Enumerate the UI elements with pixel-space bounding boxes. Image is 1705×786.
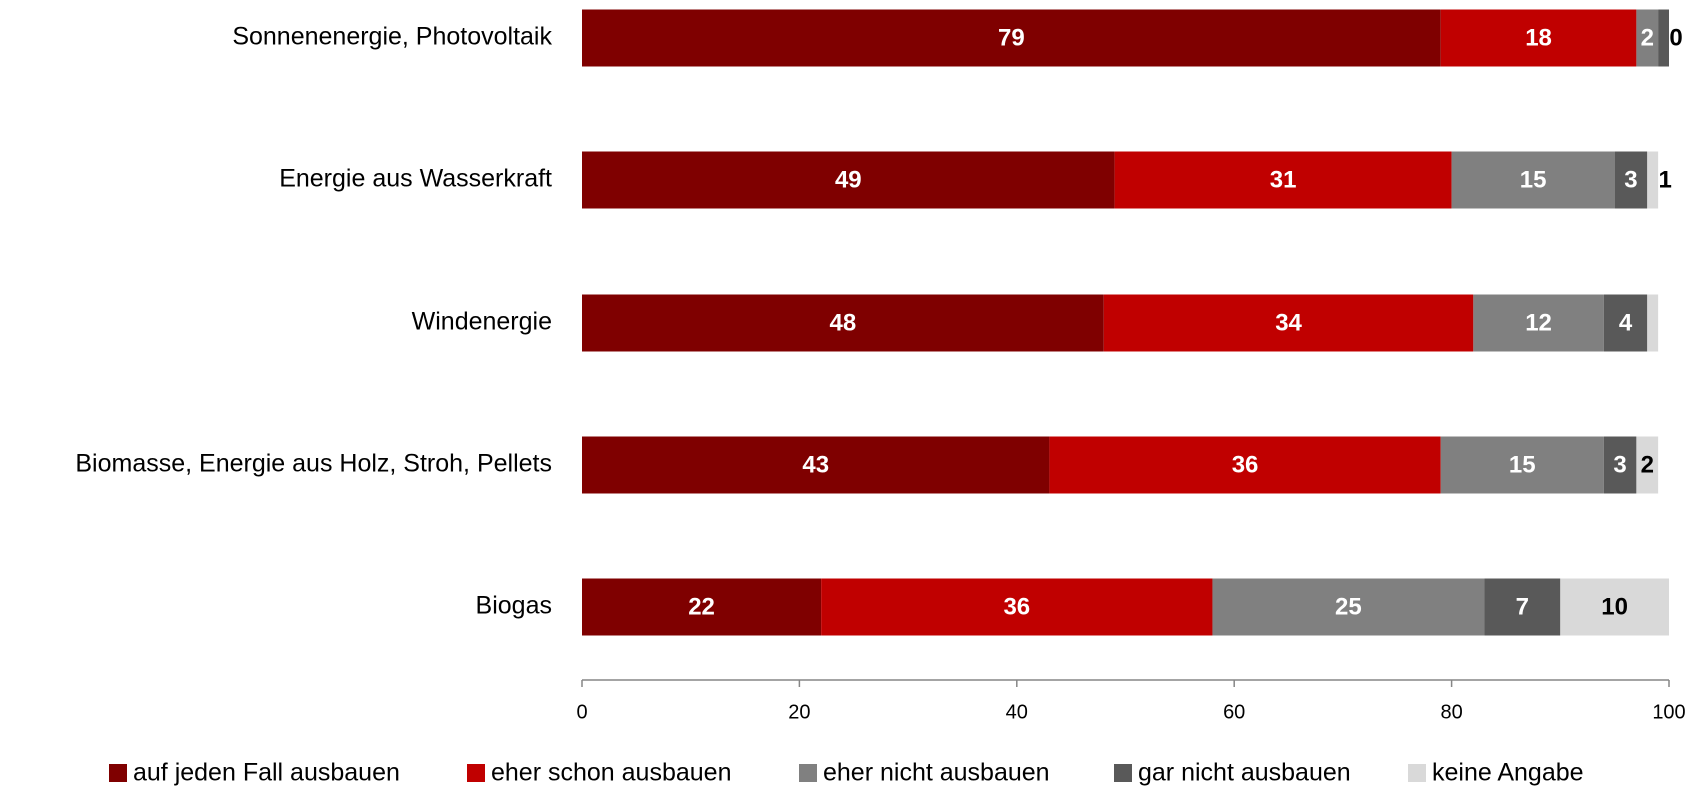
bar-segment (1484, 578, 1561, 636)
value-label: 4 (1619, 309, 1633, 336)
value-label: 0 (1669, 24, 1682, 51)
bar-segment (1560, 578, 1669, 636)
bar-segment (821, 578, 1213, 636)
legend-swatch (799, 764, 817, 782)
legend-swatch (1408, 764, 1426, 782)
value-label: 2 (1641, 451, 1654, 478)
bar-segment (582, 294, 1104, 352)
bar-segment (1658, 9, 1669, 67)
bar-segment (1614, 151, 1648, 209)
value-label: 3 (1613, 451, 1626, 478)
legend-label: gar nicht ausbauen (1138, 759, 1351, 786)
category-label: Windenergie (412, 308, 552, 336)
bar-segment (1451, 151, 1615, 209)
value-label: 2 (1641, 24, 1654, 51)
bar-segment (582, 436, 1050, 494)
legend-label: keine Angabe (1432, 759, 1584, 786)
value-label: 1 (1669, 24, 1682, 51)
legend-label: eher schon ausbauen (491, 759, 731, 786)
value-label: 12 (1525, 309, 1552, 336)
category-label: Biomasse, Energie aus Holz, Stroh, Pelle… (75, 450, 552, 478)
x-tick-label: 40 (1006, 701, 1028, 723)
bar-segment (1603, 436, 1637, 494)
legend-swatch (1114, 764, 1132, 782)
bar-segment (1103, 294, 1474, 352)
bar-segment (1212, 578, 1485, 636)
category-label: Sonnenenergie, Photovoltaik (232, 23, 552, 51)
value-label: 18 (1525, 24, 1552, 51)
bar-segment (1647, 151, 1659, 209)
value-label: 1 (1658, 166, 1671, 193)
bar-segment (1603, 294, 1648, 352)
x-tick-label: 20 (788, 701, 810, 723)
bar-segment (1636, 436, 1659, 494)
legend-swatch (109, 764, 127, 782)
value-label: 25 (1335, 593, 1362, 620)
legend-swatch (467, 764, 485, 782)
value-label: 43 (802, 451, 829, 478)
value-label: 15 (1509, 451, 1536, 478)
bar-segment (582, 151, 1115, 209)
value-label: 10 (1601, 593, 1628, 620)
legend-label: eher nicht ausbauen (823, 759, 1050, 786)
bar-segment (1440, 436, 1604, 494)
value-label: 36 (1003, 593, 1030, 620)
value-label: 79 (998, 24, 1025, 51)
x-tick-label: 100 (1652, 701, 1685, 723)
legend-label: auf jeden Fall ausbauen (133, 759, 400, 786)
x-tick-label: 60 (1223, 701, 1245, 723)
bar-segment (582, 9, 1441, 67)
category-label: Biogas (476, 592, 552, 620)
x-tick-label: 0 (576, 701, 587, 723)
value-label: 7 (1516, 593, 1529, 620)
category-label: Energie aus Wasserkraft (279, 165, 552, 193)
bar-segment (1114, 151, 1452, 209)
value-label: 15 (1520, 166, 1547, 193)
bar-segment (1636, 9, 1659, 67)
value-label: 48 (830, 309, 857, 336)
value-label: 49 (835, 166, 862, 193)
bar-segment (582, 578, 822, 636)
x-tick-label: 80 (1440, 701, 1462, 723)
bar-segment (1049, 436, 1441, 494)
value-label: 34 (1275, 309, 1302, 336)
bar-segment (1473, 294, 1604, 352)
value-label: 3 (1624, 166, 1637, 193)
bar-segment (1440, 9, 1637, 67)
value-label: 22 (688, 593, 715, 620)
value-label: 31 (1270, 166, 1297, 193)
bar-segment (1647, 294, 1659, 352)
value-label: 36 (1232, 451, 1259, 478)
